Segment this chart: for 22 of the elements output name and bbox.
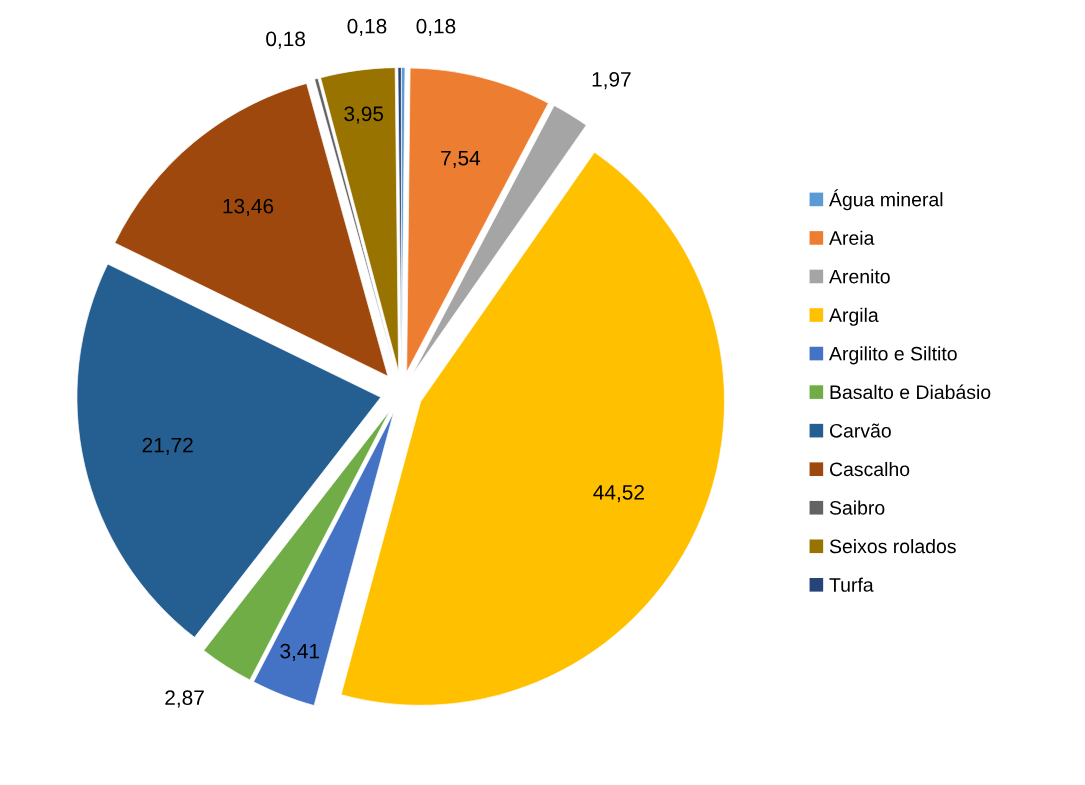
legend-label: Cascalho — [829, 461, 910, 477]
data-label: 2,87 — [165, 690, 204, 708]
legend-label: Turfa — [829, 577, 874, 592]
legend-label: Argila — [829, 307, 879, 326]
legend-label: Água mineral — [829, 189, 943, 211]
legend-label: Carvão — [829, 423, 891, 438]
legend-label: Saibro — [829, 500, 885, 515]
legend-label: Areia — [829, 230, 875, 245]
data-label: 1,97 — [592, 71, 631, 90]
data-label: 0,18 — [266, 31, 305, 49]
legend-label: Argilito e Siltito — [829, 346, 957, 365]
data-label: 3,41 — [280, 643, 320, 661]
legend-label: Basalto e Diabásio — [830, 384, 991, 400]
data-label: 7,54 — [441, 150, 481, 168]
data-label: 0,18 — [347, 18, 387, 36]
data-label: 44,52 — [593, 484, 644, 503]
legend-label: Seixos rolados — [829, 538, 956, 554]
data-label: 0,18 — [416, 18, 456, 36]
legend-label: Arenito — [829, 269, 890, 284]
data-label: 3,95 — [344, 106, 384, 124]
data-label: 13,46 — [223, 198, 274, 217]
data-label: 21,72 — [142, 437, 193, 455]
